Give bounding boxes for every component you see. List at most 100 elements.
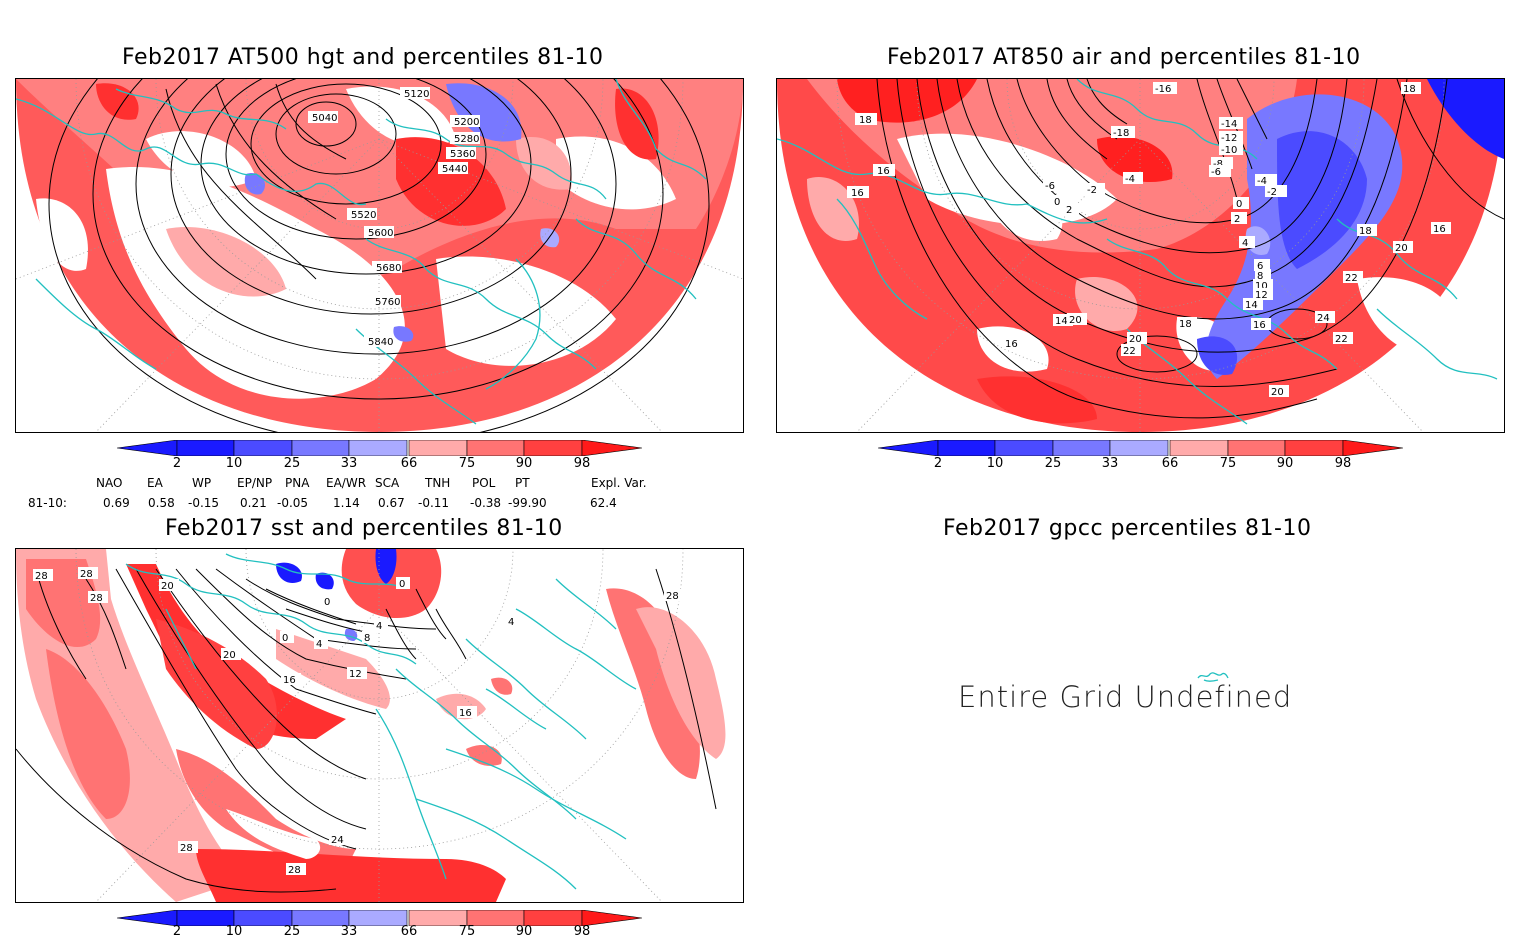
contour-label: -12	[1219, 131, 1243, 144]
gpcc-coastline-fragment	[1197, 672, 1229, 682]
gpcc-undefined-message: Entire Grid Undefined	[958, 680, 1293, 714]
hgt500-map: 5120 5040 5200 5280 5360 5440 5520 5600 …	[15, 78, 744, 433]
contour-label: 12	[347, 667, 367, 680]
svg-text:28: 28	[80, 569, 93, 580]
svg-text:18: 18	[1359, 226, 1372, 237]
contour-label: 5520	[347, 208, 377, 221]
contour-label: 16	[1431, 222, 1451, 235]
colorbar-tick: 2	[172, 456, 182, 471]
colorbar-tick: 98	[573, 924, 591, 939]
svg-text:6: 6	[1257, 261, 1263, 272]
svg-text:22: 22	[1345, 273, 1358, 284]
svg-text:5120: 5120	[404, 89, 429, 100]
svg-text:10: 10	[1255, 281, 1268, 292]
contour-label: 4	[374, 619, 388, 632]
svg-text:2: 2	[1234, 214, 1240, 225]
contour-label: -2	[1085, 183, 1105, 196]
colorbar-tick: 90	[1276, 456, 1294, 471]
colorbar-tick: 75	[458, 456, 476, 471]
contour-label: 16	[873, 164, 895, 177]
air850-map: 18 16 16 -16 -14 -12 -10 -8 -6 -4 -2 0 2…	[776, 78, 1505, 433]
contour-label: 22	[1343, 271, 1363, 284]
svg-text:-2: -2	[1267, 187, 1277, 198]
svg-text:28: 28	[288, 865, 301, 876]
index-value: 1.14	[333, 496, 360, 510]
air850-title: Feb2017 AT850 air and percentiles 81-10	[887, 45, 1361, 70]
colorbar-hgt500: 2 10 25 33 66 75 90 98	[116, 439, 643, 480]
svg-text:5280: 5280	[454, 134, 479, 145]
contour-label: 18	[1357, 224, 1377, 237]
index-header: EP/NP	[237, 476, 273, 490]
svg-text:2: 2	[1066, 205, 1072, 216]
svg-text:-12: -12	[1221, 133, 1237, 144]
contour-label: 22	[1121, 344, 1141, 357]
sst-title: Feb2017 sst and percentiles 81-10	[165, 516, 563, 541]
contour-label: 28	[178, 841, 198, 854]
svg-text:5360: 5360	[450, 149, 475, 160]
contour-label: 6	[1254, 259, 1270, 272]
svg-text:16: 16	[1433, 224, 1446, 235]
contour-label: 20	[1067, 313, 1087, 326]
svg-text:-16: -16	[1155, 84, 1171, 95]
svg-text:16: 16	[1253, 320, 1266, 331]
svg-text:0: 0	[1054, 197, 1060, 208]
colorbar-tick: 33	[1101, 456, 1119, 471]
contour-label: -14	[1219, 117, 1243, 130]
colorbar-tick: 98	[1334, 456, 1352, 471]
svg-text:20: 20	[223, 650, 236, 661]
colorbar-tick: 33	[340, 924, 358, 939]
contour-label: 0	[322, 595, 336, 608]
contour-label: 18	[1401, 82, 1421, 95]
colorbar-tick: 10	[986, 456, 1004, 471]
svg-text:18: 18	[859, 115, 872, 126]
svg-text:-4: -4	[1125, 174, 1135, 185]
index-header: POL	[472, 476, 496, 490]
svg-text:5520: 5520	[351, 210, 376, 221]
svg-text:-18: -18	[1113, 128, 1129, 139]
colorbar-air850: 2 10 25 33 66 75 90 98	[877, 439, 1404, 480]
index-value: -99.90	[508, 496, 547, 510]
contour-label: 24	[1315, 311, 1335, 324]
contour-label: 28	[78, 567, 98, 580]
colorbar-tick: 66	[400, 456, 418, 471]
index-header: Expl. Var.	[591, 476, 647, 490]
svg-text:-10: -10	[1221, 145, 1237, 156]
svg-text:12: 12	[1255, 290, 1268, 301]
contour-label: 18	[855, 113, 877, 126]
contour-label: 5120	[400, 87, 430, 100]
colorbar-tick: 2	[172, 924, 182, 939]
svg-text:0: 0	[1236, 199, 1242, 210]
index-header: PNA	[285, 476, 310, 490]
svg-text:8: 8	[1257, 271, 1263, 282]
colorbar-tick: 10	[225, 456, 243, 471]
contour-label: 4	[314, 637, 328, 650]
contour-label: 8	[1255, 269, 1271, 282]
svg-text:20: 20	[1069, 315, 1082, 326]
colorbar-tick: 75	[1219, 456, 1237, 471]
contour-label: 20	[159, 579, 179, 592]
contour-label: 16	[1251, 318, 1271, 331]
index-header: TNH	[425, 476, 451, 490]
colorbar-tick: 66	[400, 924, 418, 939]
index-value: -0.05	[277, 496, 309, 510]
svg-text:28: 28	[35, 571, 48, 582]
contour-label: 5840	[364, 335, 394, 348]
colorbar-tick: 33	[340, 456, 358, 471]
colorbar-tick: 25	[1044, 456, 1062, 471]
svg-text:22: 22	[1335, 334, 1348, 345]
svg-text:24: 24	[331, 835, 344, 846]
svg-text:-8: -8	[1213, 159, 1223, 170]
svg-text:20: 20	[1129, 334, 1142, 345]
svg-text:20: 20	[161, 581, 174, 592]
index-value: 0.58	[148, 496, 175, 510]
svg-text:5680: 5680	[376, 263, 401, 274]
contour-label: 16	[847, 186, 869, 199]
index-header: PT	[515, 476, 530, 490]
svg-text:5600: 5600	[368, 228, 393, 239]
hgt500-title: Feb2017 AT500 hgt and percentiles 81-10	[122, 45, 604, 70]
svg-text:-6: -6	[1045, 181, 1055, 192]
svg-text:16: 16	[459, 708, 472, 719]
contour-label: 2	[1231, 212, 1247, 225]
contour-label: -10	[1219, 143, 1243, 156]
svg-text:-6: -6	[1211, 167, 1221, 178]
